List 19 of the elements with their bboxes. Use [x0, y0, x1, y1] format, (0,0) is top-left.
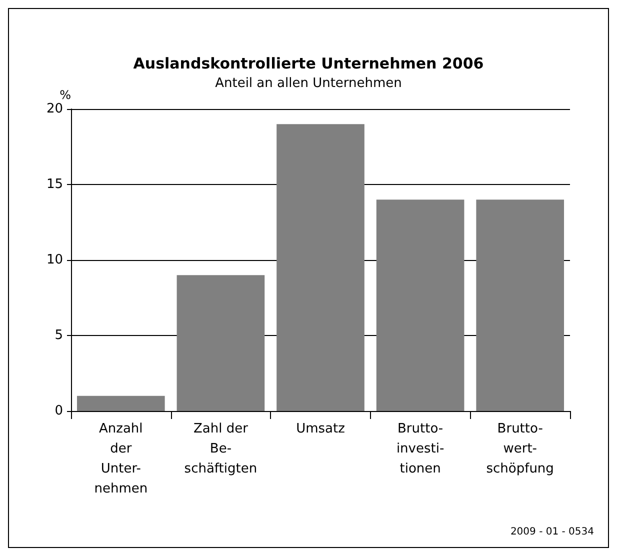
y-tick-label: 5	[54, 328, 63, 343]
bar	[276, 124, 364, 411]
chart-subtitle: Anteil an allen Unternehmen	[215, 76, 402, 91]
x-tick-label: Umsatz	[296, 422, 346, 436]
bar	[476, 200, 564, 411]
x-tick-label: Anzahl der Unter- nehmen	[94, 422, 148, 496]
x-tick-label: Zahl der Be- schäftigten	[184, 422, 258, 476]
y-tick-label: 0	[54, 404, 63, 418]
x-tick-label: Brutto- wert- schöpfung	[486, 422, 554, 476]
bar	[76, 396, 165, 411]
bar	[176, 275, 265, 411]
text: 2009 - 01 - 0534	[510, 526, 594, 538]
y-axis-title: %	[60, 88, 71, 102]
y-tick-label: 20	[46, 102, 63, 116]
x-tick-label: Brutto- investi- tionen	[396, 422, 444, 476]
y-tick-label: 15	[46, 177, 63, 192]
bar	[376, 200, 464, 411]
y-tick-label: 10	[46, 252, 63, 268]
chart-title: Auslandskontrollierte Unternehmen 2006	[133, 54, 484, 72]
